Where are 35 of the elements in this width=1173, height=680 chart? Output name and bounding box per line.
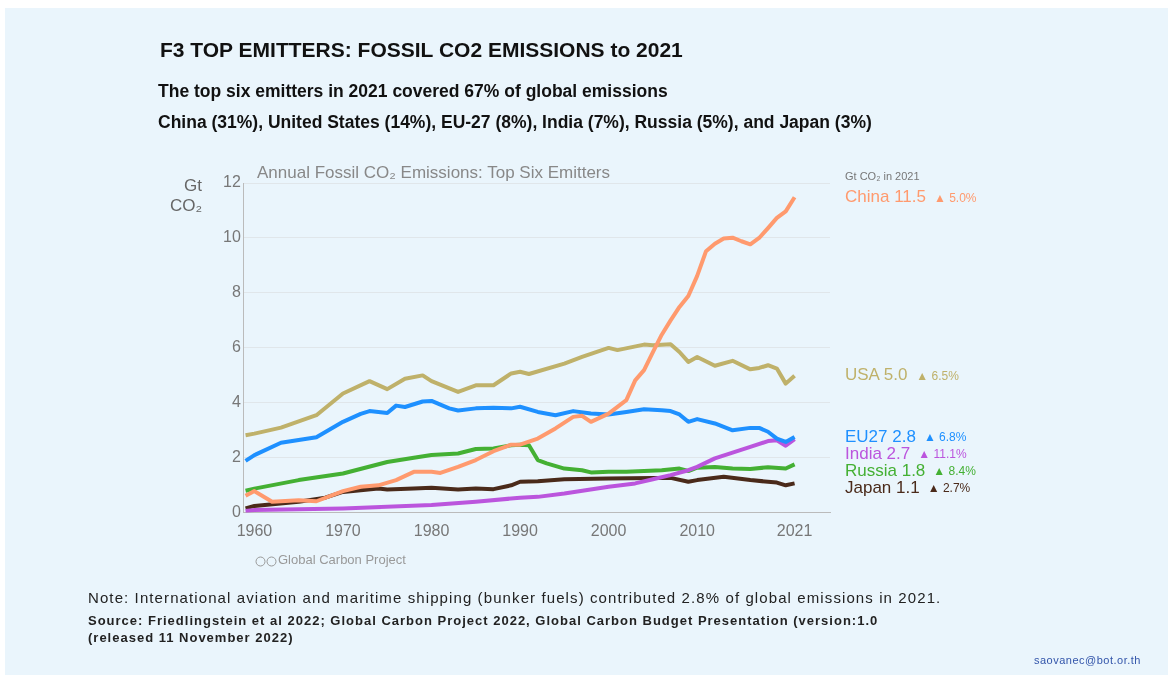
y-tick-label: 4 — [231, 393, 241, 411]
legend-title: Gt CO₂ in 2021 — [845, 170, 920, 182]
y-tick-label: 8 — [231, 283, 241, 301]
text: ▲ 5.0% — [933, 190, 977, 205]
x-tick-label: 2000 — [590, 521, 627, 539]
y-tick-label: 10 — [223, 228, 241, 246]
x-tick-label: 2010 — [679, 521, 716, 539]
text: Russia 1.8 — [845, 460, 926, 480]
source-note: Source: Friedlingstein et al 2022; Global Carbon Project 2022, Global Carbon Budget Presentation (version:1.0 (released 11 November 2022) — [88, 612, 879, 646]
y-tick-label: 12 — [223, 173, 241, 191]
text: India 2.7 — [845, 443, 911, 463]
text: saovanec@bot.or.th — [1033, 654, 1141, 666]
x-tick-label: 2021 — [776, 521, 813, 539]
text: Note: International aviation and maritime shipping (bunker fuels) contributed 2.8% of global emissions in 2021. — [88, 589, 942, 606]
text: USA 5.0 — [845, 365, 908, 385]
text: ▲ 2.7% — [927, 481, 971, 496]
y-tick-label: 2 — [231, 448, 241, 466]
y-axis-title: Gt CO₂ — [168, 176, 202, 216]
text: Japan 1.1 — [845, 477, 920, 497]
x-tick-label: 1990 — [502, 521, 538, 539]
text: Annual Fossil CO₂ Emissions: Top Six Emitters — [257, 163, 611, 183]
y-tick-label: 0 — [231, 503, 241, 521]
text: ▲ 11.1% — [918, 447, 967, 462]
x-tick-label: 1980 — [413, 521, 450, 539]
text: Global Carbon Project — [278, 552, 406, 567]
text: ▲ 6.5% — [916, 368, 960, 383]
x-tick-label: 1960 — [236, 521, 273, 539]
y-tick-label: 6 — [231, 338, 241, 356]
text: ▲ 8.4% — [933, 464, 977, 479]
text: EU27 2.8 — [845, 426, 916, 446]
x-tick-label: 1970 — [325, 521, 361, 539]
chart-title: F3 TOP EMITTERS: FOSSIL CO2 EMISSIONS to 2021 — [160, 38, 683, 62]
text: ▲ 6.8% — [923, 430, 967, 445]
text: China 11.5 — [845, 186, 926, 206]
chart-subtitle: The top six emitters in 2021 covered 67% of global emissions China (31%), United States (14%), EU-27 (8%), India (7%), Russia (5%), and Japan (3%) — [158, 80, 872, 134]
